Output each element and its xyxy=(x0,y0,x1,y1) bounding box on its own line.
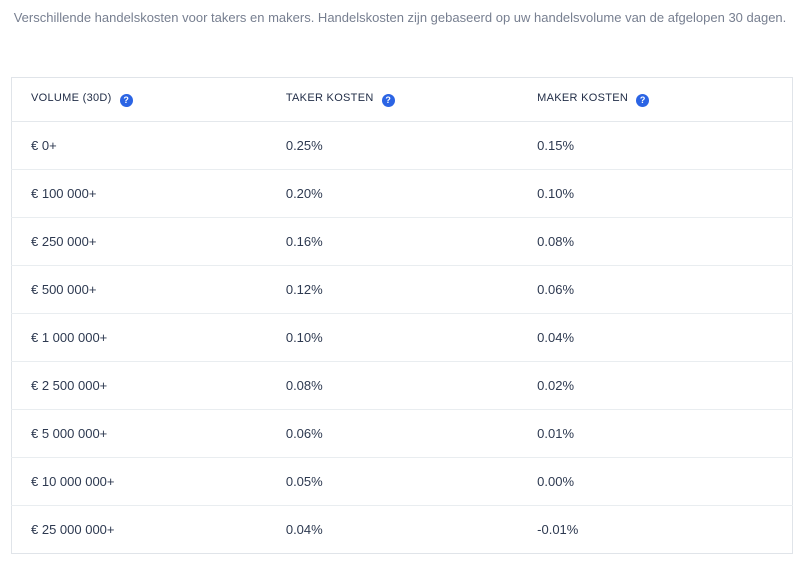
column-header-volume-label: VOLUME (30D) xyxy=(31,92,112,104)
volume-cell: € 1 000 000+ xyxy=(11,313,286,362)
table-row: € 0+ 0.25% 0.15% xyxy=(11,121,793,170)
table-row: € 5 000 000+ 0.06% 0.01% xyxy=(11,409,793,458)
volume-cell: € 25 000 000+ xyxy=(31,522,115,537)
help-icon-taker[interactable]: ? xyxy=(381,94,395,107)
maker-fee-cell: 0.00% xyxy=(537,457,793,506)
maker-fee-cell: 0.06% xyxy=(537,265,793,314)
maker-fee-cell: 0.01% xyxy=(537,409,793,458)
table-row: € 500 000+ 0.12% 0.06% xyxy=(11,265,793,314)
taker-fee-cell: 0.10% xyxy=(285,313,538,362)
taker-fee-cell: 0.12% xyxy=(285,265,538,314)
table-row: € 25 000 000+ 0.04% -0.01% xyxy=(12,506,793,554)
volume-cell: € 250 000+ xyxy=(11,217,286,266)
volume-cell: € 0+ xyxy=(11,121,286,170)
table-row: € 100 000+ 0.20% 0.10% xyxy=(11,169,793,218)
maker-fee-cell: -0.01% xyxy=(537,522,579,537)
taker-fee-cell: 0.25% xyxy=(285,121,538,170)
taker-fee-cell: 0.04% xyxy=(285,522,323,537)
maker-fee-cell: 0.04% xyxy=(537,313,793,362)
taker-fee-cell: 0.05% xyxy=(285,457,538,506)
maker-fee-cell: 0.02% xyxy=(537,361,793,410)
column-header-maker-label: MAKER KOSTEN xyxy=(537,92,629,104)
volume-cell: € 5 000 000+ xyxy=(11,409,286,458)
column-header-maker: MAKER KOSTEN? xyxy=(537,77,793,122)
fee-table: VOLUME (30D)? TAKER KOSTEN? MAKER KOSTEN… xyxy=(11,77,793,554)
taker-fee-cell: 0.06% xyxy=(285,409,538,458)
maker-fee-cell: 0.08% xyxy=(537,217,793,266)
column-header-taker-label: TAKER KOSTEN xyxy=(285,92,374,104)
maker-fee-cell: 0.10% xyxy=(537,169,793,218)
taker-fee-cell: 0.20% xyxy=(285,169,538,218)
maker-fee-cell: 0.15% xyxy=(537,121,793,170)
table-row: € 250 000+ 0.16% 0.08% xyxy=(11,217,793,266)
volume-cell: € 100 000+ xyxy=(11,169,286,218)
header-row: VOLUME (30D)? TAKER KOSTEN? MAKER KOSTEN… xyxy=(11,77,793,122)
taker-fee-cell: 0.16% xyxy=(285,217,538,266)
taker-fee-cell: 0.08% xyxy=(285,361,538,410)
column-header-volume: VOLUME (30D)? xyxy=(11,77,286,122)
fee-table-body: € 0+ 0.25% 0.15% € 100 000+ 0.20% 0.10% … xyxy=(11,121,793,554)
fee-description: Verschillende handelskosten voor takers … xyxy=(13,10,787,25)
table-row: € 10 000 000+ 0.05% 0.00% xyxy=(11,457,793,506)
fee-table-header: VOLUME (30D)? TAKER KOSTEN? MAKER KOSTEN… xyxy=(11,77,793,122)
help-icon-volume[interactable]: ? xyxy=(119,94,133,107)
table-row: € 1 000 000+ 0.10% 0.04% xyxy=(11,313,793,362)
volume-cell: € 500 000+ xyxy=(11,265,286,314)
volume-cell: € 2 500 000+ xyxy=(11,361,286,410)
column-header-taker: TAKER KOSTEN? xyxy=(285,77,538,122)
volume-cell: € 10 000 000+ xyxy=(11,457,286,506)
table-row: € 2 500 000+ 0.08% 0.02% xyxy=(11,361,793,410)
help-icon-maker[interactable]: ? xyxy=(636,94,650,107)
